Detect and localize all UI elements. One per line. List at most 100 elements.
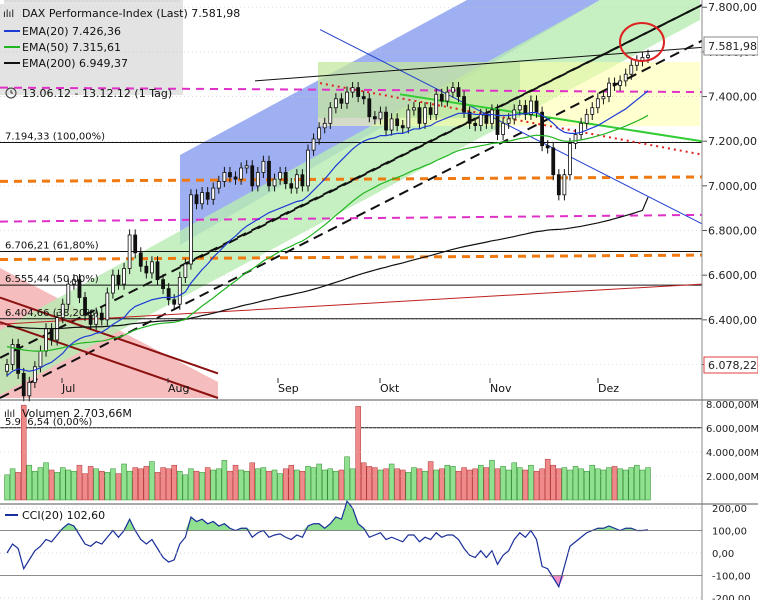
- volume-bar: [99, 470, 105, 501]
- candle-body: [551, 147, 556, 176]
- volume-bar: [232, 464, 239, 501]
- volume-bar: [645, 467, 651, 501]
- candle-body: [144, 265, 149, 274]
- candle-body: [356, 87, 361, 97]
- volume-bar: [54, 472, 60, 501]
- volume-bar: [65, 469, 72, 501]
- volume-bar: [271, 469, 278, 501]
- volume-bar: [249, 462, 256, 501]
- volume-bar: [522, 469, 529, 501]
- candle-body: [490, 109, 494, 124]
- volume-bar: [372, 467, 378, 501]
- candle-body: [222, 172, 227, 182]
- trend-line: [399, 93, 703, 143]
- candle-body: [439, 93, 444, 102]
- volume-bar: [149, 461, 155, 501]
- candle-body: [88, 314, 93, 325]
- candle-body: [200, 192, 204, 205]
- fib-label: 5.916,54 (0,00%): [5, 417, 92, 428]
- month-label: Jul: [61, 382, 75, 395]
- candle-body: [317, 127, 322, 140]
- candle-body: [506, 118, 511, 124]
- candle-body: [228, 172, 232, 178]
- volume-bar: [255, 468, 261, 501]
- candle-body: [601, 96, 606, 100]
- candle-body: [339, 98, 344, 104]
- cci-panel: [6, 500, 649, 589]
- volume-bar: [82, 473, 88, 501]
- candle-body: [400, 125, 405, 129]
- volume-bar: [327, 468, 334, 501]
- volume-bar: [171, 464, 177, 501]
- volume-bar: [472, 468, 478, 501]
- gray-zone-area: [0, 0, 183, 95]
- candle-body: [172, 299, 177, 305]
- cci-label: CCI(20) 102,60: [22, 509, 105, 522]
- price-tick-label: 6.600,00: [708, 269, 757, 282]
- volume-bar: [433, 469, 439, 501]
- volume-bar: [383, 468, 389, 501]
- volume-bar: [26, 464, 33, 501]
- volume-bar: [355, 406, 361, 501]
- candle-body: [283, 172, 288, 185]
- candle-body: [38, 350, 43, 368]
- support-line: [0, 213, 703, 223]
- price-tick-label: 6.400,00: [708, 314, 757, 327]
- candle-body: [272, 178, 277, 187]
- volume-bar: [188, 468, 194, 501]
- price-axis: 7.800,007.600,007.400,007.200,007.000,00…: [702, 1, 757, 372]
- fib-label: 7.194,33 (100,00%): [5, 131, 105, 142]
- low-price-label: 6.078,22: [708, 359, 757, 372]
- volume-bar: [505, 469, 512, 501]
- last-price-badge: 7.581,98: [703, 36, 758, 56]
- candle-body: [350, 87, 355, 93]
- candle-body: [529, 100, 533, 115]
- candle-body: [71, 279, 76, 285]
- volume-bar: [517, 467, 523, 501]
- low-price-badge: 6.078,22: [703, 356, 758, 374]
- volume-bar: [422, 470, 428, 501]
- candle-body: [495, 109, 500, 135]
- volume-bar: [628, 467, 635, 501]
- trend-line: [0, 283, 703, 325]
- candle-body: [395, 118, 400, 126]
- candle-body: [311, 138, 316, 151]
- cci-tick-label: -200,00: [712, 594, 751, 600]
- volume-bar: [143, 466, 150, 501]
- price-tick-label: 7.400,00: [708, 91, 757, 104]
- candle-body: [590, 107, 595, 115]
- volume-bar: [32, 470, 38, 501]
- volume-bar: [583, 470, 590, 501]
- fib-label: 6.706,21 (61,80%): [5, 240, 99, 251]
- volume-bar: [338, 469, 345, 501]
- candle-body: [573, 134, 578, 144]
- candle-body: [116, 274, 121, 285]
- cci-tick-label: 0,00: [712, 549, 734, 560]
- candle-body: [579, 122, 584, 135]
- candle-body: [306, 149, 310, 187]
- volume-bar: [59, 467, 66, 501]
- month-label: Dez: [598, 382, 619, 395]
- volume-bar: [221, 460, 228, 501]
- volume-bar: [595, 468, 601, 501]
- channel-line: [0, 4, 703, 359]
- highlight-circle: [619, 22, 665, 62]
- ema50-line: [6, 114, 649, 352]
- candle-body: [568, 143, 572, 176]
- price-tick-label: 7.000,00: [708, 180, 757, 193]
- volume-bar: [483, 467, 490, 501]
- volume-bar: [76, 464, 83, 501]
- price-tick-label: 6.800,00: [708, 225, 757, 238]
- ema50-label: EMA(50) 7.315,61: [22, 41, 121, 54]
- candle-body: [612, 82, 617, 86]
- volume-bar: [277, 473, 283, 501]
- volume-bar: [282, 468, 289, 501]
- candle-body: [322, 122, 327, 129]
- candle-body: [5, 364, 9, 372]
- month-label: Nov: [490, 382, 512, 395]
- candle-body: [27, 381, 32, 397]
- candle-body: [646, 54, 650, 58]
- candle-body: [623, 73, 628, 82]
- candle-body: [607, 82, 611, 97]
- volume-bar: [439, 468, 445, 501]
